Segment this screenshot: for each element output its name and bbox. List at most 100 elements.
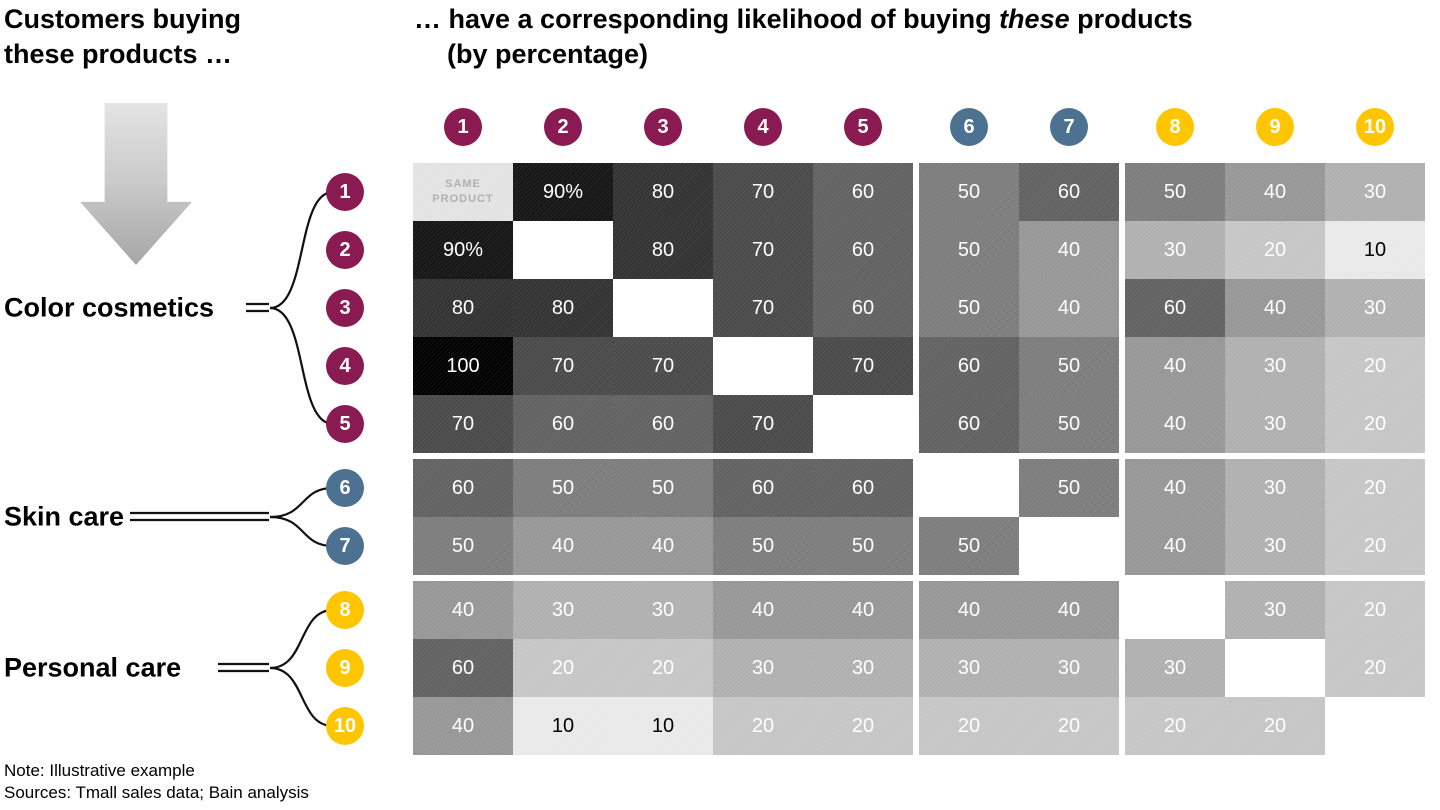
matrix-cell-r1-c8: 50 (1125, 163, 1225, 221)
matrix-cell-r3-c7: 40 (1019, 279, 1119, 337)
footnotes: Note: Illustrative example Sources: Tmal… (4, 760, 309, 805)
cell-value: 20 (1263, 714, 1287, 737)
left-heading: Customers buying these products … (4, 4, 242, 69)
cell-value: 50 (1057, 476, 1081, 499)
matrix-cell-r10-c6: 20 (919, 697, 1019, 755)
right-heading-line1: … have a corresponding likelihood of buy… (414, 2, 1424, 37)
matrix-cell-r1-c5: 60 (813, 163, 913, 221)
matrix-cell-r6-c3: 50 (613, 459, 713, 517)
cell-value: 40 (851, 598, 875, 621)
matrix-cell-r10-c10 (1325, 697, 1425, 755)
matrix-cell-r4-c7: 50 (1019, 337, 1119, 395)
matrix-cell-r8-c1: 40 (413, 581, 513, 639)
cell-value: 40 (751, 598, 775, 621)
cell-value: 80 (451, 296, 475, 319)
matrix-cell-r3-c6: 50 (919, 279, 1019, 337)
cell-value: 50 (1163, 180, 1187, 203)
cell-value: 40 (1263, 296, 1287, 319)
cell-value: 30 (1263, 476, 1287, 499)
column-header-circle-1: 1 (444, 108, 482, 146)
matrix-cell-r8-c8 (1125, 581, 1225, 639)
cell-value: 20 (1363, 534, 1387, 557)
group-label-personal-care: Personal care (4, 652, 182, 683)
matrix-cell-r1-c10: 30 (1325, 163, 1425, 221)
cell-value: 40 (551, 534, 575, 557)
matrix-cell-r2-c10: 10 (1325, 221, 1425, 279)
matrix-cell-r1-c7: 60 (1019, 163, 1119, 221)
row-header-circle-3: 3 (326, 289, 364, 327)
bracket-personal-care (218, 608, 334, 728)
cell-value: 70 (751, 412, 775, 435)
matrix-cell-r5-c10: 20 (1325, 395, 1425, 453)
cell-value: 40 (1163, 354, 1187, 377)
matrix-cell-r9-c8: 30 (1125, 639, 1225, 697)
cell-value: 20 (1363, 598, 1387, 621)
cell-value: 40 (451, 714, 475, 737)
matrix-cell-r2-c9: 20 (1225, 221, 1325, 279)
cell-value: 30 (1163, 238, 1187, 261)
cell-value: 30 (1363, 296, 1387, 319)
cell-value: 80 (651, 180, 675, 203)
matrix-cell-r5-c3: 60 (613, 395, 713, 453)
matrix-cell-r2-c8: 30 (1125, 221, 1225, 279)
matrix-cell-r1-c4: 70 (713, 163, 813, 221)
cell-value: 50 (551, 476, 575, 499)
cell-value: 80 (651, 238, 675, 261)
cell-value: 60 (551, 412, 575, 435)
matrix-cell-r10-c9: 20 (1225, 697, 1325, 755)
cell-value: 20 (1363, 354, 1387, 377)
column-header-circle-5: 5 (844, 108, 882, 146)
cell-value: 50 (957, 180, 981, 203)
matrix-cell-r5-c6: 60 (919, 395, 1019, 453)
matrix-cell-r2-c6: 50 (919, 221, 1019, 279)
cell-value: 50 (651, 476, 675, 499)
matrix-cell-r1-c9: 40 (1225, 163, 1325, 221)
matrix-cell-r5-c4: 70 (713, 395, 813, 453)
cell-value: 10 (551, 714, 575, 737)
cell-value: 70 (851, 354, 875, 377)
cell-value: 60 (751, 476, 775, 499)
cell-value: 60 (451, 656, 475, 679)
cell-value: 60 (957, 412, 981, 435)
right-heading-line2: (by percentage) (447, 38, 649, 69)
cell-value: 50 (957, 534, 981, 557)
cell-value: 60 (851, 180, 875, 203)
note-line: Note: Illustrative example (4, 761, 195, 780)
matrix-cell-r7-c1: 50 (413, 517, 513, 575)
cell-value: 60 (651, 412, 675, 435)
down-arrow-icon (80, 103, 192, 265)
cell-value: 20 (957, 714, 981, 737)
matrix-cell-r2-c3: 80 (613, 221, 713, 279)
cell-value: 50 (451, 534, 475, 557)
matrix-cell-r8-c4: 40 (713, 581, 813, 639)
matrix-cell-r1-c6: 50 (919, 163, 1019, 221)
cell-value: 30 (1263, 412, 1287, 435)
matrix-cell-r9-c5: 30 (813, 639, 913, 697)
cell-value: 40 (1163, 476, 1187, 499)
matrix-cell-r3-c10: 30 (1325, 279, 1425, 337)
cell-value: 60 (451, 476, 475, 499)
matrix-cell-r3-c9: 40 (1225, 279, 1325, 337)
matrix-cell-r3-c2: 80 (513, 279, 613, 337)
matrix-cell-r6-c9: 30 (1225, 459, 1325, 517)
group-label-skin-care: Skin care (4, 501, 125, 532)
matrix-cell-r10-c3: 10 (613, 697, 713, 755)
cell-value: 30 (1163, 656, 1187, 679)
cell-value: 70 (651, 354, 675, 377)
right-heading-emphasis: these (999, 4, 1070, 34)
cell-value: 40 (651, 534, 675, 557)
cell-value: 30 (1363, 180, 1387, 203)
cell-value: 30 (957, 656, 981, 679)
row-header-circle-10: 10 (326, 707, 364, 745)
cell-value: 20 (1263, 238, 1287, 261)
column-header-circle-10: 10 (1356, 108, 1394, 146)
cell-value: 30 (851, 656, 875, 679)
same-product-label: SAME PRODUCT (432, 178, 494, 205)
matrix-cell-r8-c10: 20 (1325, 581, 1425, 639)
cell-value: 40 (1057, 598, 1081, 621)
cell-value: 40 (1263, 180, 1287, 203)
matrix-cell-r6-c10: 20 (1325, 459, 1425, 517)
matrix-cell-r7-c5: 50 (813, 517, 913, 575)
cell-value: 50 (851, 534, 875, 557)
cell-value: 30 (651, 598, 675, 621)
